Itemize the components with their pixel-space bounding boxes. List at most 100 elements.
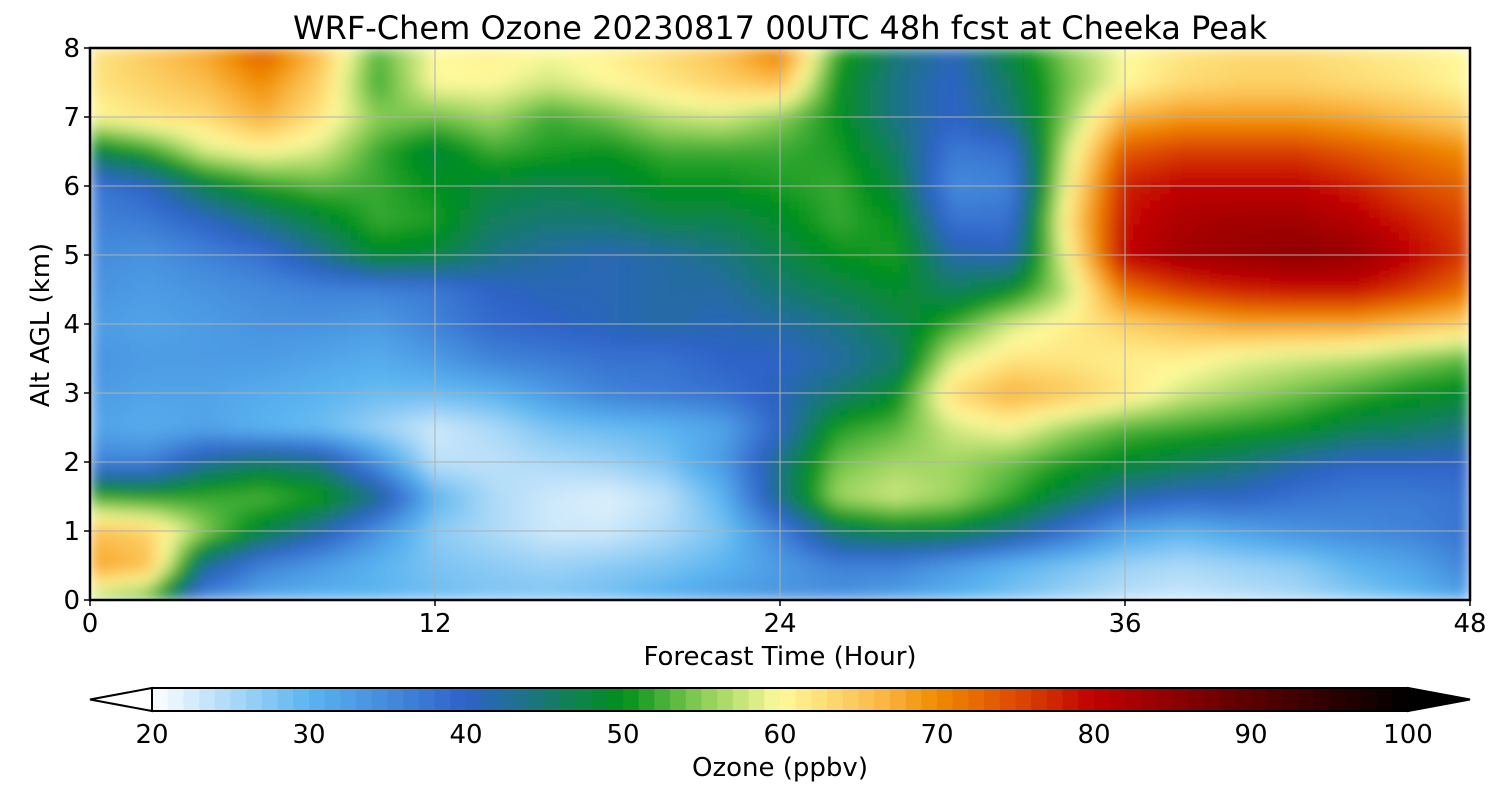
heatmap-cell	[540, 352, 551, 361]
heatmap-cell	[510, 488, 521, 497]
heatmap-cell	[280, 384, 291, 393]
heatmap-cell	[1050, 368, 1061, 377]
heatmap-cell	[1280, 560, 1291, 569]
heatmap-cell	[1180, 424, 1191, 433]
heatmap-cell	[1420, 464, 1431, 473]
heatmap-cell	[1060, 336, 1071, 345]
heatmap-cell	[150, 328, 161, 337]
heatmap-cell	[1110, 384, 1121, 393]
heatmap-cell	[1020, 328, 1031, 337]
heatmap-cell	[890, 432, 901, 441]
heatmap-cell	[1180, 400, 1191, 409]
heatmap-cell	[760, 400, 771, 409]
heatmap-cell	[600, 448, 611, 457]
heatmap-cell	[990, 520, 1001, 529]
heatmap-cell	[150, 304, 161, 313]
heatmap-cell	[680, 528, 691, 537]
heatmap-cell	[1440, 400, 1451, 409]
heatmap-cell	[960, 568, 971, 577]
heatmap-cell	[1430, 376, 1441, 385]
heatmap-cell	[1280, 416, 1291, 425]
heatmap-cell	[580, 496, 591, 505]
heatmap-cell	[730, 480, 741, 489]
heatmap-cell	[160, 416, 171, 425]
heatmap-cell	[1160, 464, 1171, 473]
heatmap-cell	[380, 512, 391, 521]
heatmap-cell	[1110, 496, 1121, 505]
heatmap-cell	[680, 336, 691, 345]
heatmap-cell	[740, 424, 751, 433]
heatmap-cell	[960, 312, 971, 321]
heatmap-cell	[340, 472, 351, 481]
heatmap-cell	[520, 416, 531, 425]
heatmap-cell	[180, 560, 191, 569]
heatmap-cell	[290, 568, 301, 577]
heatmap-cell	[300, 488, 311, 497]
heatmap-cell	[550, 560, 561, 569]
heatmap-cell	[1080, 520, 1091, 529]
heatmap-cell	[1310, 368, 1321, 377]
heatmap-cell	[1180, 544, 1191, 553]
heatmap-cell	[100, 584, 111, 593]
heatmap-cell	[590, 352, 601, 361]
heatmap-cell	[830, 360, 841, 369]
heatmap-cell	[1430, 456, 1441, 465]
heatmap-cell	[1130, 408, 1141, 417]
heatmap-cell	[350, 464, 361, 473]
heatmap-cell	[1130, 336, 1141, 345]
heatmap-cell	[180, 432, 191, 441]
heatmap-cell	[780, 592, 791, 600]
heatmap-cell	[1280, 592, 1291, 600]
heatmap-cell	[130, 584, 141, 593]
heatmap-cell	[1170, 440, 1181, 449]
heatmap-cell	[1160, 560, 1171, 569]
heatmap-cell	[320, 408, 331, 417]
heatmap-cell	[1230, 392, 1241, 401]
heatmap-cell	[1090, 408, 1101, 417]
heatmap-cell	[790, 400, 801, 409]
heatmap-cell	[560, 496, 571, 505]
heatmap-cell	[1000, 504, 1011, 513]
heatmap-cell	[310, 312, 321, 321]
heatmap-cell	[850, 536, 861, 545]
heatmap-cell	[190, 432, 201, 441]
heatmap-cell	[1330, 464, 1341, 473]
heatmap-cell	[1290, 472, 1301, 481]
heatmap-cell	[690, 504, 701, 513]
heatmap-cell	[110, 368, 121, 377]
heatmap-cell	[90, 312, 101, 321]
heatmap-cell	[190, 440, 201, 449]
heatmap-cell	[880, 408, 891, 417]
heatmap-cell	[280, 352, 291, 361]
heatmap-cell	[1250, 528, 1261, 537]
heatmap-cell	[860, 592, 871, 600]
heatmap-cell	[720, 408, 731, 417]
heatmap-cell	[210, 464, 221, 473]
heatmap-cell	[120, 456, 131, 465]
heatmap-cell	[820, 328, 831, 337]
heatmap-cell	[1020, 576, 1031, 585]
heatmap-cell	[980, 424, 991, 433]
heatmap-cell	[150, 376, 161, 385]
heatmap-cell	[1080, 400, 1091, 409]
heatmap-cell	[200, 448, 211, 457]
heatmap-cell	[180, 480, 191, 489]
heatmap-cell	[880, 456, 891, 465]
heatmap-cell	[1150, 496, 1161, 505]
heatmap-cell	[1260, 384, 1271, 393]
heatmap-cell	[520, 328, 531, 337]
heatmap-cell	[940, 568, 951, 577]
heatmap-cell	[370, 528, 381, 537]
heatmap-cell	[730, 344, 741, 353]
heatmap-cell	[980, 464, 991, 473]
heatmap-cell	[1260, 480, 1271, 489]
heatmap-cell	[930, 368, 941, 377]
heatmap-cell	[480, 544, 491, 553]
heatmap-cell	[830, 496, 841, 505]
heatmap-cell	[1310, 456, 1321, 465]
heatmap-cell	[510, 432, 521, 441]
heatmap-cell	[640, 520, 651, 529]
heatmap-cell	[960, 464, 971, 473]
heatmap-cell	[420, 368, 431, 377]
heatmap-cell	[930, 424, 941, 433]
